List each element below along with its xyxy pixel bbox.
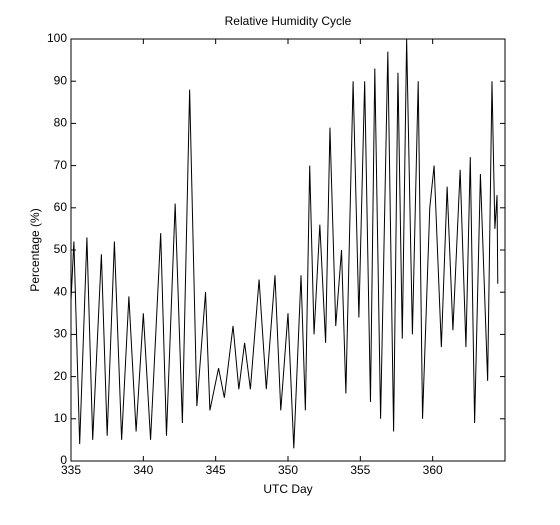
y-tick-label: 0: [60, 453, 67, 467]
x-tick-label: 345: [206, 463, 226, 477]
x-tick-label: 360: [423, 463, 443, 477]
y-tick-label: 30: [54, 327, 68, 341]
x-tick-label: 355: [350, 463, 370, 477]
y-tick-label: 20: [54, 369, 68, 383]
x-tick-label: 335: [61, 463, 81, 477]
x-axis-label: UTC Day: [263, 482, 312, 496]
y-axis-label: Percentage (%): [28, 208, 42, 291]
y-tick-label: 70: [54, 158, 68, 172]
y-tick-label: 40: [54, 284, 68, 298]
y-tick-label: 10: [54, 411, 68, 425]
y-tick-label: 50: [54, 242, 68, 256]
x-tick-label: 340: [133, 463, 153, 477]
x-tick-label: 350: [278, 463, 298, 477]
chart-title: Relative Humidity Cycle: [225, 14, 352, 28]
y-tick-label: 90: [54, 73, 68, 87]
y-tick-label: 60: [54, 200, 68, 214]
y-tick-label: 80: [54, 116, 68, 130]
data-line: [70, 38, 499, 449]
y-tick-label: 100: [47, 31, 67, 45]
